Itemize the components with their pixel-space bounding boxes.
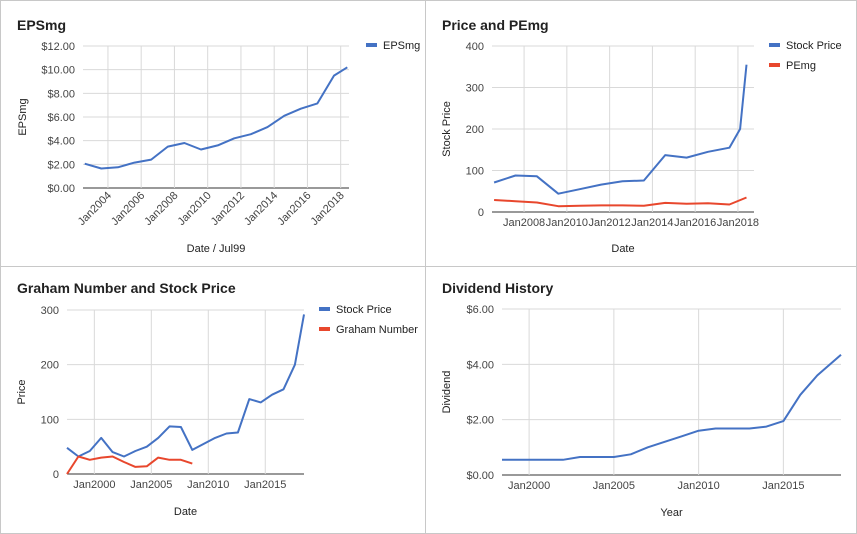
legend-label-epsmg: EPSmg [383,40,420,52]
legend-swatch-pemg [769,63,780,67]
x-axis-label: Date [174,506,197,518]
x-axis-label: Date [611,243,634,255]
chart-panel-price-pemg: Price and PEmg 0 100 200 300 400 Jan2008 Jan201… [425,0,857,267]
x-tick-label: Jan2006 [109,190,147,228]
y-axis-label: Stock Price [441,101,453,157]
series-line-stock-price [66,314,305,458]
y-tick-label: $10.00 [41,65,75,77]
x-tick-label: Jan2014 [242,190,280,228]
chart-title: EPSmg [17,17,66,33]
legend-label-graham-number: Graham Number [336,324,418,336]
y-tick-label: 100 [41,414,59,426]
chart-panel-dividend-history: Dividend History $0.00 $2.00 $4.00 $6.00 Jan2… [425,266,857,534]
x-tick-label: Jan2000 [508,480,550,492]
x-tick-label: Jan2004 [76,190,114,228]
x-tick-label: Jan2018 [308,190,346,228]
chart-svg: EPSmg $0.00 $2.00 $4.00 $6.00 $8.00 $10.00 $12.… [17,17,420,255]
y-tick-label: 0 [53,469,59,481]
y-tick-label: $8.00 [47,88,75,100]
y-tick-label: $4.00 [466,359,494,371]
y-tick-label: 100 [466,166,484,178]
y-axis-label: Dividend [441,371,453,414]
y-axis-label: EPSmg [17,98,29,135]
chart-title: Price and PEmg [442,17,549,33]
chart-title: Graham Number and Stock Price [17,280,236,296]
x-tick-label: Jan2016 [275,190,313,228]
y-tick-label: $2.00 [47,159,75,171]
y-tick-label: $6.00 [466,304,494,316]
x-tick-label: Jan2016 [674,217,716,229]
x-tick-label: Jan2015 [244,479,286,491]
legend-swatch-graham-number [319,327,330,331]
series-line-stock-price [493,64,748,195]
y-tick-label: 300 [466,83,484,95]
chart-panel-epsmg: EPSmg $0.00 $2.00 $4.00 $6.00 $8.00 $10.00 $12.… [0,0,426,267]
legend-swatch-epsmg [366,43,377,47]
y-tick-label: $6.00 [47,112,75,124]
x-tick-label: Jan2010 [187,479,229,491]
y-tick-label: $0.00 [466,470,494,482]
legend-swatch-stock-price [319,307,330,311]
series-line-dividend [502,353,842,461]
chart-title: Dividend History [442,280,553,296]
chart-svg: Dividend History $0.00 $2.00 $4.00 $6.00 Jan2… [441,280,842,519]
y-tick-label: 400 [466,41,484,53]
x-tick-label: Jan2018 [717,217,759,229]
y-axis-label: Price [16,379,28,404]
legend-label-stock-price: Stock Price [336,304,392,316]
x-axis-label: Year [660,507,683,519]
x-tick-label: Jan2008 [503,217,545,229]
y-tick-label: 200 [466,124,484,136]
series-line-epsmg [84,66,348,170]
y-tick-label: 200 [41,360,59,372]
x-tick-label: Jan2014 [631,217,673,229]
x-tick-label: Jan2010 [175,190,213,228]
x-tick-label: Jan2005 [593,480,635,492]
y-tick-label: $12.00 [41,41,75,53]
y-tick-label: $4.00 [47,136,75,148]
x-tick-label: Jan2008 [142,190,180,228]
chart-svg: Graham Number and Stock Price 0 100 200 300 J… [16,280,418,518]
y-tick-label: $2.00 [466,415,494,427]
legend-label-pemg: PEmg [786,60,816,72]
x-tick-label: Jan2010 [678,480,720,492]
y-tick-label: 0 [478,207,484,219]
series-line-pemg [494,196,747,208]
y-tick-label: 300 [41,305,59,317]
x-axis-label: Date / Jul99 [187,243,246,255]
x-tick-label: Jan2015 [762,480,804,492]
legend-label-stock-price: Stock Price [786,40,842,52]
legend-swatch-stock-price [769,43,780,47]
series-line-graham-number [66,455,193,475]
y-tick-label: $0.00 [47,183,75,195]
chart-panel-graham-number: Graham Number and Stock Price 0 100 200 300 J… [0,266,426,534]
x-tick-label: Jan2000 [73,479,115,491]
x-tick-label: Jan2012 [589,217,631,229]
x-tick-label: Jan2010 [546,217,588,229]
x-tick-label: Jan2005 [130,479,172,491]
x-tick-label: Jan2012 [209,190,247,228]
